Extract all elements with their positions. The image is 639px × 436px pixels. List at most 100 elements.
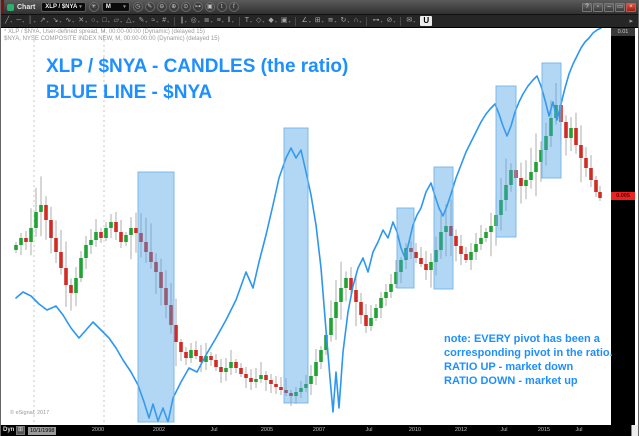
titlebar-icon-group: ◷ ✎ ⊖ ⊕ ⊙ ⊶ ▣ t f [132, 2, 239, 12]
candle-down [209, 356, 213, 360]
clock-icon[interactable]: ◷ [132, 2, 143, 12]
fib-retracement-tool-icon[interactable]: ≣ ▾ [203, 17, 213, 24]
candle-down [579, 145, 583, 158]
candle-down [409, 248, 413, 252]
ellipse-tool-icon[interactable]: ○ ▾ [91, 17, 99, 24]
candle-down [419, 258, 423, 264]
candle-up [434, 250, 438, 262]
candle-up [329, 318, 333, 335]
twitter-icon[interactable]: t [216, 2, 227, 12]
help-button[interactable]: ? [582, 2, 592, 12]
chart-area[interactable]: * XLP / $NYA, User-defined spread, M, 00… [1, 28, 639, 425]
candle-up [229, 362, 233, 368]
note-line-4: RATIO DOWN - market up [444, 375, 578, 387]
timeline-corner-button[interactable] [631, 425, 638, 436]
candle-up [484, 232, 488, 238]
zoom-in-icon[interactable]: ⊕ [168, 2, 179, 12]
callout-tool-icon[interactable]: ◇ ▾ [256, 17, 265, 24]
candle-down [459, 246, 463, 254]
symbol-combo[interactable]: XLP / $NYA ▾ [41, 2, 86, 12]
timeline-start-date[interactable]: 10/1/1998 [28, 426, 57, 435]
toolbar-separator [400, 16, 402, 26]
brush-tool-icon[interactable]: ✎ ▾ [138, 17, 148, 24]
timeline-grid-icon[interactable]: ⊞ [16, 426, 25, 435]
candle-up [39, 205, 43, 212]
candle-down [519, 178, 523, 186]
candle-down [134, 228, 138, 233]
timeline-mode-label: Dyn [3, 427, 15, 433]
fib-time-tool-icon[interactable]: ‖ ▾ [227, 17, 234, 24]
candle-up [429, 262, 433, 270]
candle-up [399, 260, 403, 272]
anchor-tool-icon[interactable]: ◆ ▾ [268, 17, 277, 24]
timeline-label: 2005 [260, 427, 274, 433]
candle-up [204, 356, 208, 362]
candle-down [249, 378, 253, 382]
ray-tool-icon[interactable]: ↗ ▾ [39, 17, 49, 24]
new-window-icon[interactable]: ▣ [204, 2, 215, 12]
parallel-channel-tool-icon[interactable]: ∥ ▾ [180, 17, 187, 24]
cycle-tool-icon[interactable]: ↻ ▾ [340, 17, 350, 24]
refresh-icon[interactable]: ⊙ [180, 2, 191, 12]
timeline-label: 2000 [91, 427, 105, 433]
candle-up [124, 235, 128, 242]
close-button[interactable]: × [626, 2, 636, 12]
timeline-bar[interactable]: Dyn ⊞ 10/1/1998 2000 2002 Jul 2005 2007 Jul 20… [1, 425, 638, 436]
regression-tool-icon[interactable]: ∠ ▾ [301, 17, 311, 24]
candle-up [374, 308, 378, 318]
fib-circle-tool-icon[interactable]: ◎ ▾ [190, 17, 200, 24]
facebook-icon[interactable]: f [228, 2, 239, 12]
gear-icon[interactable]: ✳ [88, 2, 99, 12]
interval-combo[interactable]: M ▾ [101, 2, 130, 12]
pivot-highlight-box [137, 171, 175, 423]
chart-canvas[interactable] [1, 28, 639, 425]
zigzag-tool-icon[interactable]: ∿ ▾ [65, 17, 75, 24]
candle-down [24, 238, 28, 242]
minimize-button[interactable]: – [604, 2, 614, 12]
triangle-tool-icon[interactable]: △ ▾ [126, 17, 135, 24]
timeline-label: 2007 [312, 427, 326, 433]
price-axis[interactable]: 0.01 0.005 [611, 28, 635, 425]
link-icon[interactable]: ⊶ [192, 2, 203, 12]
measure-tool-icon[interactable]: # ▾ [162, 17, 170, 24]
fib-extension-tool-icon[interactable]: ≡ ▾ [216, 17, 224, 24]
candle-up [89, 240, 93, 245]
timeline-label: 2010 [408, 427, 422, 433]
freehand-tool-icon[interactable]: ≈ ▾ [151, 17, 159, 24]
last-price-label: 0.005 [611, 192, 635, 200]
note-line-1: note: EVERY pivot has been a [444, 333, 600, 345]
candle-up [534, 162, 538, 172]
trend-line-tool-icon[interactable]: ╱ ▾ [5, 17, 13, 24]
candle-down [274, 384, 278, 387]
toolbar-collapse-icon[interactable]: ▸ [629, 18, 633, 25]
arc-tool-icon[interactable]: ∩ ▾ [353, 17, 362, 24]
candle-down [279, 387, 283, 390]
candle-up [539, 150, 543, 162]
pencil-icon[interactable]: ✎ [144, 2, 155, 12]
candle-down [219, 367, 223, 372]
chat-tool-icon[interactable]: ✉ ▾ [406, 17, 416, 24]
panel-button[interactable]: ▫ [593, 2, 603, 12]
grid-tool-icon[interactable]: ⊞ ▾ [314, 17, 324, 24]
nya-line [15, 28, 602, 423]
user-tool-button[interactable]: U [420, 16, 433, 26]
candle-down [269, 380, 273, 384]
candle-down [598, 192, 602, 198]
legend-line-ratio: * XLP / $NYA, User-defined spread, M, 00… [4, 29, 205, 35]
text-tool-icon[interactable]: T ▾ [244, 17, 253, 24]
arrow-tool-icon[interactable]: ↘ ▾ [52, 17, 62, 24]
image-tool-icon[interactable]: ▣ ▾ [280, 17, 291, 24]
cross-tool-icon[interactable]: ✕ ▾ [78, 17, 88, 24]
maximize-button[interactable]: ▭ [615, 2, 625, 12]
eraser-tool-icon[interactable]: ⊘ ▾ [386, 17, 396, 24]
horizontal-line-tool-icon[interactable]: ─ ▾ [16, 17, 25, 24]
pointer-tool-icon[interactable]: ⊶ ▾ [372, 17, 383, 24]
candle-up [554, 105, 558, 118]
zoom-out-icon[interactable]: ⊖ [156, 2, 167, 12]
candle-up [129, 228, 133, 235]
gann-tool-icon[interactable]: ≌ ▾ [327, 17, 337, 24]
vertical-line-tool-icon[interactable]: │ ▾ [28, 17, 36, 24]
rectangle-tool-icon[interactable]: □ ▾ [102, 17, 110, 24]
parallelogram-tool-icon[interactable]: ▱ ▾ [113, 17, 123, 24]
